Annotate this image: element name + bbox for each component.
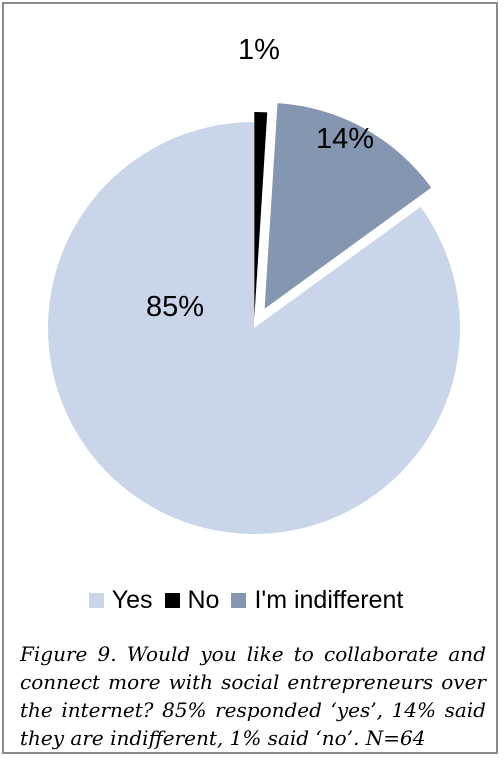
legend-swatch-no xyxy=(164,593,180,608)
figure-frame: 85% 1% 14% Yes No I'm indifferent Figure 9… xyxy=(2,2,498,754)
pie-slice-no xyxy=(254,112,268,319)
legend-item-no: No xyxy=(164,586,220,615)
data-label-yes: 85% xyxy=(146,291,204,323)
figure-caption: Figure 9. Would you like to collaborate … xyxy=(20,642,486,750)
legend-item-yes: Yes xyxy=(88,586,153,615)
legend-label-no: No xyxy=(187,586,220,614)
data-label-no: 1% xyxy=(238,34,280,66)
legend: Yes No I'm indifferent xyxy=(4,586,500,615)
legend-label-indifferent: I'm indifferent xyxy=(254,586,404,614)
pie-slice-indifferent xyxy=(264,103,432,309)
data-label-indifferent: 14% xyxy=(316,123,374,155)
legend-swatch-indifferent xyxy=(231,593,247,608)
pie-chart: 85% 1% 14% xyxy=(48,34,461,534)
pie-slice-yes xyxy=(48,122,461,534)
legend-item-indifferent: I'm indifferent xyxy=(231,586,403,615)
legend-label-yes: Yes xyxy=(111,586,153,614)
legend-swatch-yes xyxy=(88,593,104,608)
